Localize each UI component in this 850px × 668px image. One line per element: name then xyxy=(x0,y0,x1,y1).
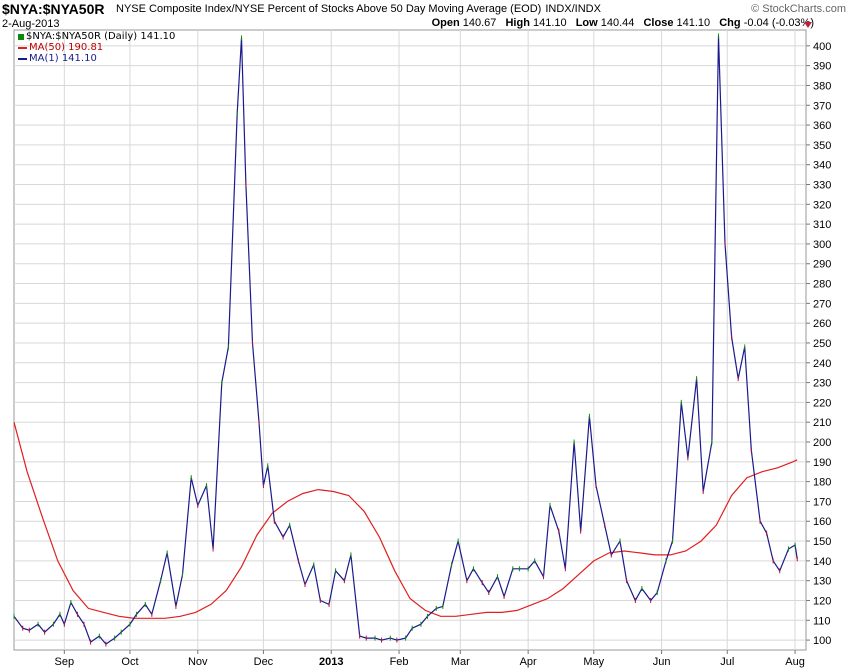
y-tick-label: 400 xyxy=(813,41,831,53)
legend-ma1: MA(1) 141.10 xyxy=(18,53,175,64)
brand-label[interactable]: © StockCharts.com xyxy=(751,3,846,15)
y-tick-label: 140 xyxy=(813,556,831,568)
high-label: High xyxy=(505,17,530,29)
x-tick-label: Apr xyxy=(520,656,537,668)
description-text: NYSE Composite Index/NYSE Percent of Sto… xyxy=(116,3,542,15)
high-value: 141.10 xyxy=(532,17,567,29)
y-tick-label: 180 xyxy=(813,477,831,489)
ma50-swatch xyxy=(18,46,27,49)
y-tick-label: 110 xyxy=(813,615,831,627)
legend-price: $NYA:$NYA50R (Daily) 141.10 xyxy=(18,31,175,42)
y-tick-label: 290 xyxy=(813,259,831,271)
x-tick-label: Oct xyxy=(121,656,138,668)
legend-ma1-label: MA(1) 141.10 xyxy=(29,53,97,64)
y-tick-label: 260 xyxy=(813,318,831,330)
open-value: 140.67 xyxy=(462,17,497,29)
legend-ma50-label: MA(50) 190.81 xyxy=(29,42,104,53)
close-value: 141.10 xyxy=(676,17,711,29)
y-tick-label: 340 xyxy=(813,160,831,172)
y-tick-label: 150 xyxy=(813,536,831,548)
y-tick-label: 250 xyxy=(813,338,831,350)
x-tick-label: Jun xyxy=(653,656,671,668)
chart-legend: $NYA:$NYA50R (Daily) 141.10 MA(50) 190.8… xyxy=(18,31,175,64)
plot-area xyxy=(13,29,807,651)
y-tick-label: 390 xyxy=(813,61,831,73)
y-tick-label: 360 xyxy=(813,120,831,132)
ohlc-readout: Open 140.67 High 141.10 Low 140.44 Close… xyxy=(426,17,814,29)
y-tick-label: 320 xyxy=(813,199,831,211)
y-tick-label: 130 xyxy=(813,576,831,588)
x-tick-label: Mar xyxy=(451,656,470,668)
y-tick-label: 300 xyxy=(813,239,831,251)
y-tick-label: 370 xyxy=(813,100,831,112)
y-tick-label: 160 xyxy=(813,516,831,528)
close-label: Close xyxy=(643,17,674,29)
x-tick-label: Dec xyxy=(254,656,274,668)
y-tick-label: 170 xyxy=(813,496,831,508)
x-tick-label: Nov xyxy=(188,656,208,668)
exchange-text: INDX/INDX xyxy=(545,3,601,15)
symbol-title: $NYA:$NYA50R xyxy=(2,1,105,17)
series-line-price xyxy=(13,35,798,645)
legend-ma50: MA(50) 190.81 xyxy=(18,42,175,53)
series-line-ma50 xyxy=(13,422,798,619)
y-tick-label: 380 xyxy=(813,80,831,92)
low-label: Low xyxy=(575,17,598,29)
x-tick-label: 2013 xyxy=(319,656,343,668)
x-tick-label: Sep xyxy=(55,656,75,668)
y-tick-label: 270 xyxy=(813,298,831,310)
y-tick-label: 240 xyxy=(813,358,831,370)
y-tick-label: 330 xyxy=(813,180,831,192)
y-tick-label: 190 xyxy=(813,457,831,469)
symbol-description: NYSE Composite Index/NYSE Percent of Sto… xyxy=(116,3,601,15)
x-tick-label: Feb xyxy=(390,656,409,668)
x-tick-label: Aug xyxy=(785,656,805,668)
y-tick-label: 310 xyxy=(813,219,831,231)
low-value: 140.44 xyxy=(600,17,635,29)
y-tick-label: 200 xyxy=(813,437,831,449)
chg-label: Chg xyxy=(719,17,741,29)
ma1-swatch xyxy=(18,57,27,60)
y-tick-label: 230 xyxy=(813,378,831,390)
x-tick-label: May xyxy=(583,656,604,668)
legend-price-label: $NYA:$NYA50R (Daily) 141.10 xyxy=(26,31,176,42)
chg-value: -0.04 (-0.03%) xyxy=(743,17,814,29)
y-tick-label: 210 xyxy=(813,417,831,429)
y-tick-label: 220 xyxy=(813,397,831,409)
price-bars-icon xyxy=(18,33,24,40)
y-tick-label: 120 xyxy=(813,595,831,607)
x-tick-label: Jul xyxy=(720,656,734,668)
chart-header: $NYA:$NYA50R NYSE Composite Index/NYSE P… xyxy=(0,0,850,30)
down-triangle-icon xyxy=(804,22,812,28)
y-tick-label: 350 xyxy=(813,140,831,152)
open-label: Open xyxy=(431,17,460,29)
y-tick-label: 100 xyxy=(813,635,831,647)
y-tick-label: 280 xyxy=(813,279,831,291)
date-label: 2-Aug-2013 xyxy=(2,18,60,30)
